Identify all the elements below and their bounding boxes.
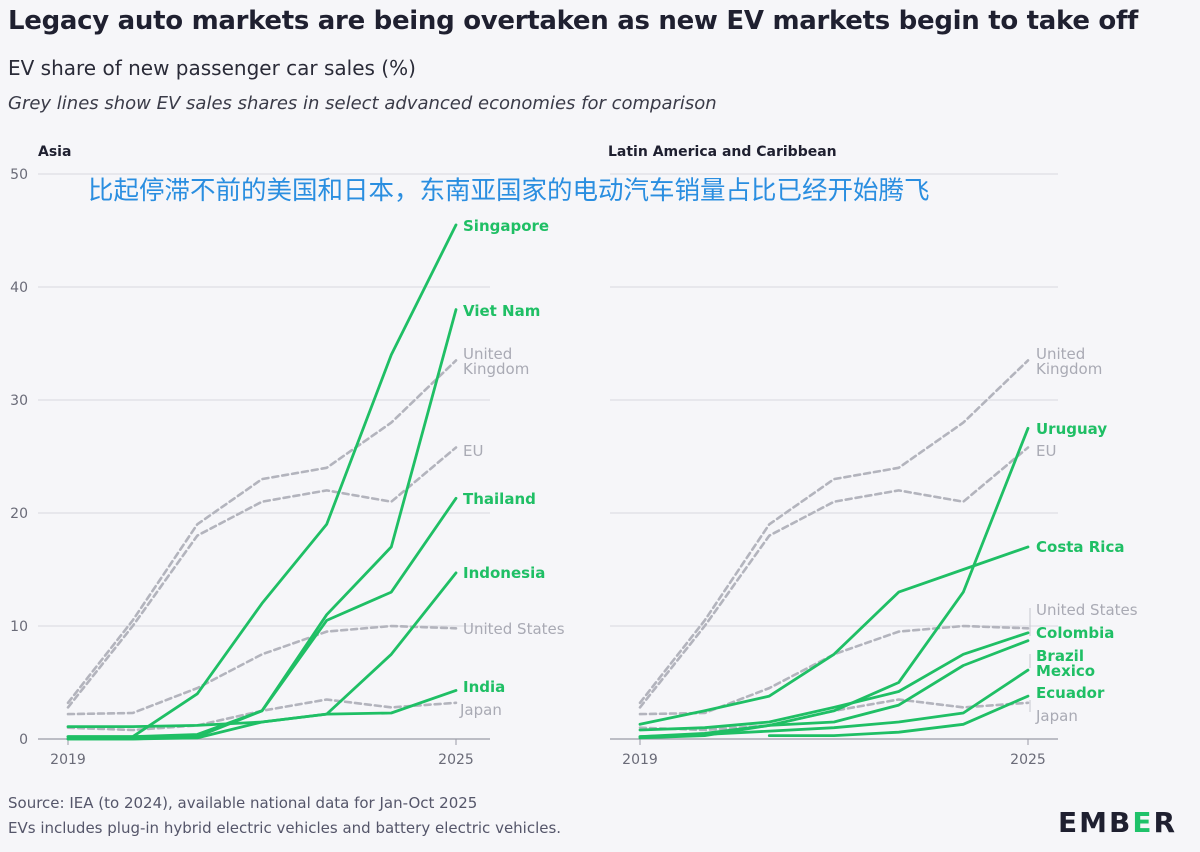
series-line-uruguay	[638, 426, 1030, 740]
y-tick-label: 50	[10, 167, 28, 183]
series-label-thailand: Thailand	[463, 490, 536, 508]
chart-note: Grey lines show EV sales shares in selec…	[8, 93, 717, 114]
series-line-thailand	[66, 496, 458, 739]
series-line-mexico	[638, 668, 1030, 739]
series-line-singapore	[66, 223, 458, 739]
panel-title: Latin America and Caribbean	[608, 144, 837, 160]
series-line-united-states	[66, 624, 458, 716]
series-label-mexico: Mexico	[1036, 662, 1095, 680]
ember-logo: EMBER	[1058, 806, 1178, 839]
series-label-india: India	[463, 678, 505, 696]
chart-svg: 0 10 20 30 40 50 2019 2025 Asia Singapore Viet Nam…	[10, 144, 1138, 768]
series-label-eu: EU	[1036, 442, 1056, 460]
y-tick-label: 10	[10, 619, 28, 635]
source-note: Source: IEA (to 2024), available nationa…	[8, 794, 478, 812]
series-line-eu	[66, 446, 458, 709]
chart-title: Legacy auto markets are being overtaken …	[8, 6, 1138, 36]
series-line-colombia	[638, 631, 1030, 732]
series-label-uruguay: Uruguay	[1036, 420, 1107, 438]
series-label-brazil: Brazil	[1036, 647, 1084, 665]
series-line-united-kingdom	[638, 359, 1030, 705]
series-label-viet-nam: Viet Nam	[463, 302, 540, 320]
y-tick-label: 20	[10, 506, 28, 522]
panel-title: Asia	[38, 144, 71, 160]
series-label-united-states: United States	[1036, 601, 1138, 619]
series-line-india	[66, 689, 458, 728]
series-label-united-kingdom: United Kingdom	[1036, 345, 1102, 378]
chart-subtitle: EV share of new passenger car sales (%)	[8, 56, 416, 80]
series-label-united-states: United States	[463, 620, 565, 638]
y-tick-label: 40	[10, 280, 28, 296]
series-line-united-states	[638, 624, 1030, 716]
series-line-viet-nam	[66, 308, 458, 741]
x-tick-label: 2019	[622, 752, 658, 768]
series-line-united-kingdom	[66, 359, 458, 705]
series-label-ecuador: Ecuador	[1036, 684, 1105, 702]
series-label-eu: EU	[463, 442, 483, 460]
overlay-caption: 比起停滞不前的美国和日本，东南亚国家的电动汽车销量占比已经开始腾飞	[88, 176, 930, 206]
series-line-ecuador	[767, 694, 1030, 737]
y-tick-label: 30	[10, 393, 28, 409]
y-tick-label: 0	[19, 732, 28, 748]
series-label-singapore: Singapore	[463, 217, 549, 235]
x-tick-label: 2019	[50, 752, 86, 768]
series-line-eu	[638, 446, 1030, 709]
x-tick-label: 2025	[1010, 752, 1046, 768]
series-label-colombia: Colombia	[1036, 624, 1114, 642]
series-line-costa-rica	[638, 545, 1030, 726]
series-label-japan: Japan	[1035, 707, 1078, 725]
series-label-costa-rica: Costa Rica	[1036, 538, 1124, 556]
x-tick-label: 2025	[438, 752, 474, 768]
series-label-japan: Japan	[459, 701, 502, 719]
series-label-indonesia: Indonesia	[463, 564, 545, 582]
series-label-united-kingdom: United Kingdom	[463, 345, 529, 378]
series-line-japan	[638, 698, 1030, 732]
definition-note: EVs includes plug-in hybrid electric veh…	[8, 819, 562, 837]
series-line-indonesia	[66, 571, 458, 741]
